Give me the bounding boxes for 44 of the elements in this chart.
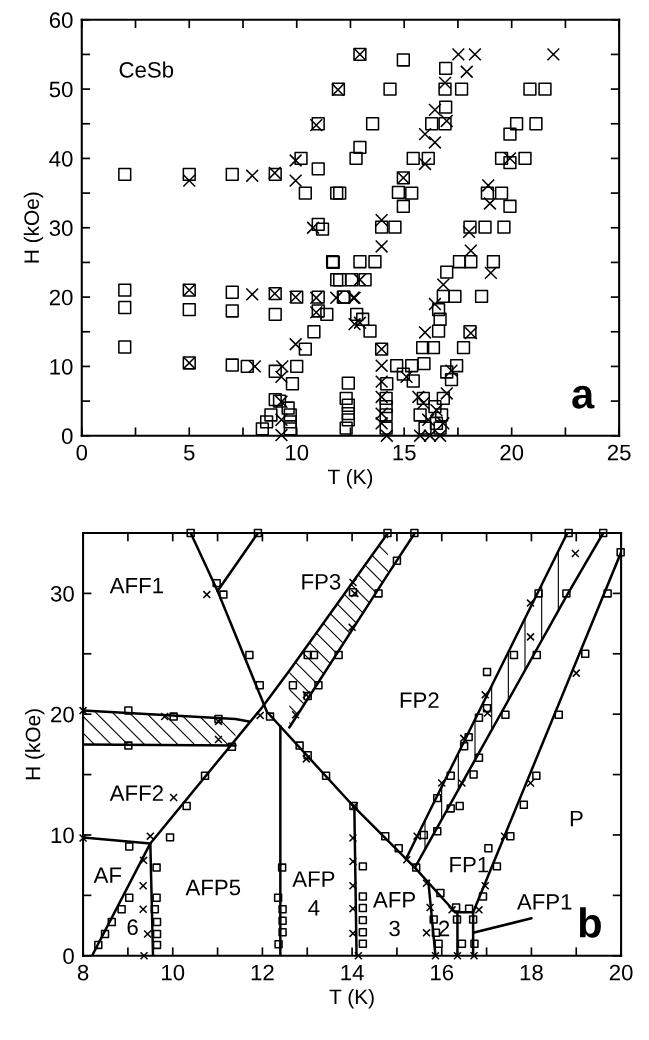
x-tick-label: 0	[76, 444, 88, 461]
annotation: b	[579, 907, 601, 938]
annotation: FP1	[450, 857, 489, 873]
x-tick-label: 5	[183, 444, 195, 461]
y-tick-label: 40	[49, 150, 73, 167]
x-tick-label: 8	[77, 964, 89, 981]
annotation: P	[570, 810, 583, 827]
y-axis-title: H (kOe)	[23, 192, 44, 263]
x-tick-label: 10	[286, 444, 309, 461]
x-tick-label: 10	[162, 964, 185, 981]
annotation: AF	[93, 867, 122, 883]
annotation: 6	[127, 919, 138, 936]
y-tick-label: 0	[61, 428, 73, 445]
y-tick-label: 20	[51, 706, 74, 723]
y-tick-label: 20	[49, 289, 73, 306]
y-tick-label: 0	[63, 948, 74, 965]
x-tick-label: 20	[500, 444, 524, 461]
annotation: 2	[439, 920, 450, 937]
y-tick-label: 10	[51, 827, 74, 844]
x-axis-title: T (K)	[327, 468, 373, 489]
x-tick-label: 16	[431, 964, 454, 981]
annotation: AFP5	[185, 879, 241, 896]
annotation: CeSb	[119, 61, 174, 78]
y-tick-label: 30	[49, 220, 73, 237]
annotation: FP2	[400, 692, 439, 708]
y-tick-label: 50	[49, 81, 73, 98]
x-tick-label: 25	[607, 444, 631, 461]
y-tick-label: 10	[50, 358, 73, 375]
annotation: a	[572, 385, 595, 409]
annotation: AFP 4	[292, 871, 335, 916]
annotation: AFP1	[516, 894, 572, 910]
x-tick-label: 15	[393, 444, 416, 461]
annotation: AFP 3	[373, 892, 416, 937]
y-tick-label: 30	[50, 585, 74, 602]
x-tick-label: 12	[251, 964, 274, 981]
y-axis-title: H (kOe)	[25, 709, 45, 780]
x-tick-label: 18	[520, 964, 543, 981]
x-tick-label: 20	[609, 964, 633, 981]
x-tick-label: 14	[341, 964, 364, 981]
y-tick-label: 60	[49, 12, 73, 29]
annotation: AFF1	[109, 577, 163, 594]
annotation: AFF2	[109, 785, 163, 801]
x-axis-title: T (K)	[329, 988, 374, 1009]
annotation: FP3	[302, 573, 341, 590]
